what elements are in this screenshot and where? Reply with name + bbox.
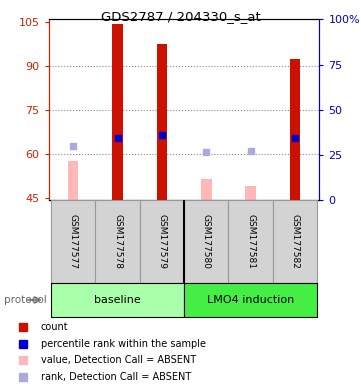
Text: count: count	[41, 322, 69, 332]
Text: GSM177581: GSM177581	[246, 214, 255, 269]
Bar	[229, 200, 273, 283]
Text: value, Detection Call = ABSENT: value, Detection Call = ABSENT	[41, 356, 196, 366]
Bar	[273, 200, 317, 283]
Bar	[201, 179, 212, 200]
Text: GSM177579: GSM177579	[157, 214, 166, 269]
Text: LMO4 induction: LMO4 induction	[207, 295, 294, 305]
Bar	[184, 200, 229, 283]
Text: GSM177577: GSM177577	[69, 214, 78, 269]
Text: protocol: protocol	[4, 295, 46, 305]
Text: rank, Detection Call = ABSENT: rank, Detection Call = ABSENT	[41, 372, 191, 382]
Bar	[184, 283, 317, 317]
Text: GDS2787 / 204330_s_at: GDS2787 / 204330_s_at	[101, 10, 260, 23]
Bar	[51, 283, 184, 317]
Bar	[157, 44, 167, 200]
Bar	[245, 186, 256, 200]
Bar	[290, 59, 300, 200]
Bar	[112, 23, 123, 200]
Bar	[68, 161, 78, 200]
Text: GSM177582: GSM177582	[291, 214, 300, 269]
Bar	[140, 200, 184, 283]
Text: percentile rank within the sample: percentile rank within the sample	[41, 339, 206, 349]
Text: GSM177580: GSM177580	[202, 214, 211, 269]
Bar	[95, 200, 140, 283]
Text: GSM177578: GSM177578	[113, 214, 122, 269]
Bar	[51, 200, 95, 283]
Text: baseline: baseline	[94, 295, 141, 305]
